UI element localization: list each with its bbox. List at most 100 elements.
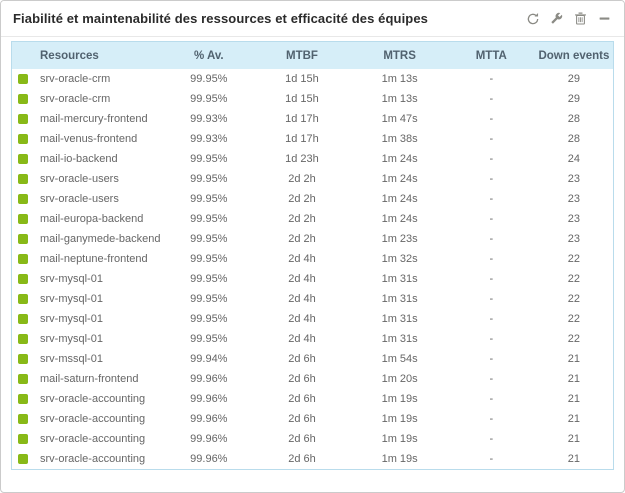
wrench-icon[interactable] xyxy=(549,11,564,26)
resource-name[interactable]: mail-europa-backend xyxy=(40,213,144,225)
resource-cell[interactable]: srv-mysql-01 xyxy=(12,269,165,289)
status-ok-icon xyxy=(18,334,28,344)
resource-cell[interactable]: mail-io-backend xyxy=(12,149,165,169)
mtrs-value: 1m 32s xyxy=(381,253,418,265)
resource-cell[interactable]: mail-venus-frontend xyxy=(12,129,165,149)
resource-name[interactable]: srv-oracle-accounting xyxy=(40,413,146,425)
mtrs-value: 1m 31s xyxy=(381,293,418,305)
resource-name[interactable]: srv-mysql-01 xyxy=(40,313,103,325)
resource-cell-content: mail-venus-frontend xyxy=(18,133,165,145)
down-events-value: 22 xyxy=(567,333,581,345)
column-header-mtrs: MTRS xyxy=(351,42,448,69)
resource-name[interactable]: mail-ganymede-backend xyxy=(40,233,161,245)
resource-name[interactable]: mail-neptune-frontend xyxy=(40,253,148,265)
availability-value: 99.95% xyxy=(190,253,228,265)
resource-cell[interactable]: srv-oracle-crm xyxy=(12,89,165,109)
trash-icon[interactable] xyxy=(573,11,588,26)
status-ok-icon xyxy=(18,374,28,384)
resource-cell[interactable]: srv-mysql-01 xyxy=(12,309,165,329)
resource-cell[interactable]: mail-europa-backend xyxy=(12,209,165,229)
resource-name[interactable]: srv-mysql-01 xyxy=(40,273,103,285)
mtrs-value: 1m 19s xyxy=(381,453,418,465)
table-row[interactable]: srv-mysql-01 99.95% 2d 4h 1m 31s - 22 xyxy=(12,329,613,349)
table-row[interactable]: mail-ganymede-backend 99.95% 2d 2h 1m 23s - 2… xyxy=(12,229,613,249)
resource-cell[interactable]: srv-oracle-users xyxy=(12,189,165,209)
mtta-value: - xyxy=(489,233,494,245)
resource-cell[interactable]: srv-mysql-01 xyxy=(12,289,165,309)
table-row[interactable]: srv-oracle-users 99.95% 2d 2h 1m 24s - 23 xyxy=(12,189,613,209)
table-row[interactable]: srv-mssql-01 99.94% 2d 6h 1m 54s - 21 xyxy=(12,349,613,369)
table-row[interactable]: srv-mysql-01 99.95% 2d 4h 1m 31s - 22 xyxy=(12,309,613,329)
resource-cell-content: srv-oracle-accounting xyxy=(18,393,165,405)
table-row[interactable]: mail-neptune-frontend 99.95% 2d 4h 1m 32s - 2… xyxy=(12,249,613,269)
resource-name[interactable]: srv-oracle-accounting xyxy=(40,453,146,465)
resource-name[interactable]: srv-oracle-accounting xyxy=(40,433,146,445)
resource-cell[interactable]: srv-mssql-01 xyxy=(12,349,165,369)
table-row[interactable]: srv-mysql-01 99.95% 2d 4h 1m 31s - 22 xyxy=(12,289,613,309)
resource-cell[interactable]: srv-oracle-accounting xyxy=(12,449,165,469)
mtrs-value: 1m 13s xyxy=(381,73,418,85)
table-row[interactable]: srv-oracle-crm 99.95% 1d 15h 1m 13s - 29 xyxy=(12,69,613,89)
table-row[interactable]: mail-venus-frontend 99.93% 1d 17h 1m 38s - 28 xyxy=(12,129,613,149)
table-row[interactable]: mail-mercury-frontend 99.93% 1d 17h 1m 47s -… xyxy=(12,109,613,129)
availability-value: 99.95% xyxy=(190,313,228,325)
resource-cell[interactable]: mail-ganymede-backend xyxy=(12,229,165,249)
table-row[interactable]: srv-mysql-01 99.95% 2d 4h 1m 31s - 22 xyxy=(12,269,613,289)
mtta-value: - xyxy=(489,413,494,425)
resource-name[interactable]: mail-saturn-frontend xyxy=(40,373,139,385)
resource-name[interactable]: srv-oracle-users xyxy=(40,193,119,205)
resource-name[interactable]: srv-mysql-01 xyxy=(40,333,103,345)
table-row[interactable]: srv-oracle-crm 99.95% 1d 15h 1m 13s - 29 xyxy=(12,89,613,109)
column-header-mtta: MTTA xyxy=(447,42,535,69)
mtta-value: - xyxy=(489,173,494,185)
mtbf-value: 2d 4h xyxy=(288,313,316,325)
table-row[interactable]: mail-io-backend 99.95% 1d 23h 1m 24s - 24 xyxy=(12,149,613,169)
resource-name[interactable]: srv-oracle-accounting xyxy=(40,393,146,405)
availability-table-container: Resources % Av. MTBF MTRS MTTA Down even… xyxy=(11,41,614,470)
resource-cell[interactable]: srv-oracle-accounting xyxy=(12,389,165,409)
down-events-value: 21 xyxy=(567,453,581,465)
resource-name[interactable]: srv-mysql-01 xyxy=(40,293,103,305)
down-events-value: 21 xyxy=(567,393,581,405)
mtbf-value: 2d 2h xyxy=(288,233,316,245)
resource-name[interactable]: srv-oracle-crm xyxy=(40,93,111,105)
table-row[interactable]: srv-oracle-accounting 99.96% 2d 6h 1m 19s - 2… xyxy=(12,429,613,449)
mtrs-value: 1m 19s xyxy=(381,393,418,405)
resource-cell[interactable]: srv-oracle-accounting xyxy=(12,409,165,429)
table-row[interactable]: mail-europa-backend 99.95% 2d 2h 1m 24s - 23 xyxy=(12,209,613,229)
status-ok-icon xyxy=(18,394,28,404)
table-row[interactable]: mail-saturn-frontend 99.96% 2d 6h 1m 20s - 21 xyxy=(12,369,613,389)
resource-cell[interactable]: srv-oracle-accounting xyxy=(12,429,165,449)
resource-cell[interactable]: mail-saturn-frontend xyxy=(12,369,165,389)
table-row[interactable]: srv-oracle-accounting 99.96% 2d 6h 1m 19s - 2… xyxy=(12,389,613,409)
resource-name[interactable]: srv-mssql-01 xyxy=(40,353,103,365)
table-header-row: Resources % Av. MTBF MTRS MTTA Down even… xyxy=(12,42,613,69)
mtbf-value: 2d 6h xyxy=(288,433,316,445)
status-ok-icon xyxy=(18,74,28,84)
resource-name[interactable]: srv-oracle-users xyxy=(40,173,119,185)
table-row[interactable]: srv-oracle-accounting 99.96% 2d 6h 1m 19s - 2… xyxy=(12,449,613,469)
resource-cell[interactable]: mail-mercury-frontend xyxy=(12,109,165,129)
refresh-icon[interactable] xyxy=(525,11,540,26)
status-ok-icon xyxy=(18,214,28,224)
mtrs-value: 1m 19s xyxy=(381,413,418,425)
resource-cell[interactable]: mail-neptune-frontend xyxy=(12,249,165,269)
minimize-icon[interactable] xyxy=(597,11,612,26)
resource-name[interactable]: mail-mercury-frontend xyxy=(40,113,148,125)
mtrs-value: 1m 20s xyxy=(381,373,418,385)
resource-name[interactable]: mail-io-backend xyxy=(40,153,118,165)
mtbf-value: 2d 6h xyxy=(288,353,316,365)
status-ok-icon xyxy=(18,454,28,464)
mtta-value: - xyxy=(489,213,494,225)
resource-cell[interactable]: srv-mysql-01 xyxy=(12,329,165,349)
down-events-value: 21 xyxy=(567,413,581,425)
resource-name[interactable]: mail-venus-frontend xyxy=(40,133,138,145)
table-row[interactable]: srv-oracle-accounting 99.96% 2d 6h 1m 19s - 2… xyxy=(12,409,613,429)
resource-cell[interactable]: srv-oracle-users xyxy=(12,169,165,189)
resource-name[interactable]: srv-oracle-crm xyxy=(40,73,111,85)
table-row[interactable]: srv-oracle-users 99.95% 2d 2h 1m 24s - 23 xyxy=(12,169,613,189)
mtrs-value: 1m 38s xyxy=(381,133,418,145)
down-events-value: 29 xyxy=(567,73,581,85)
resource-cell[interactable]: srv-oracle-crm xyxy=(12,69,165,89)
mtta-value: - xyxy=(489,353,494,365)
